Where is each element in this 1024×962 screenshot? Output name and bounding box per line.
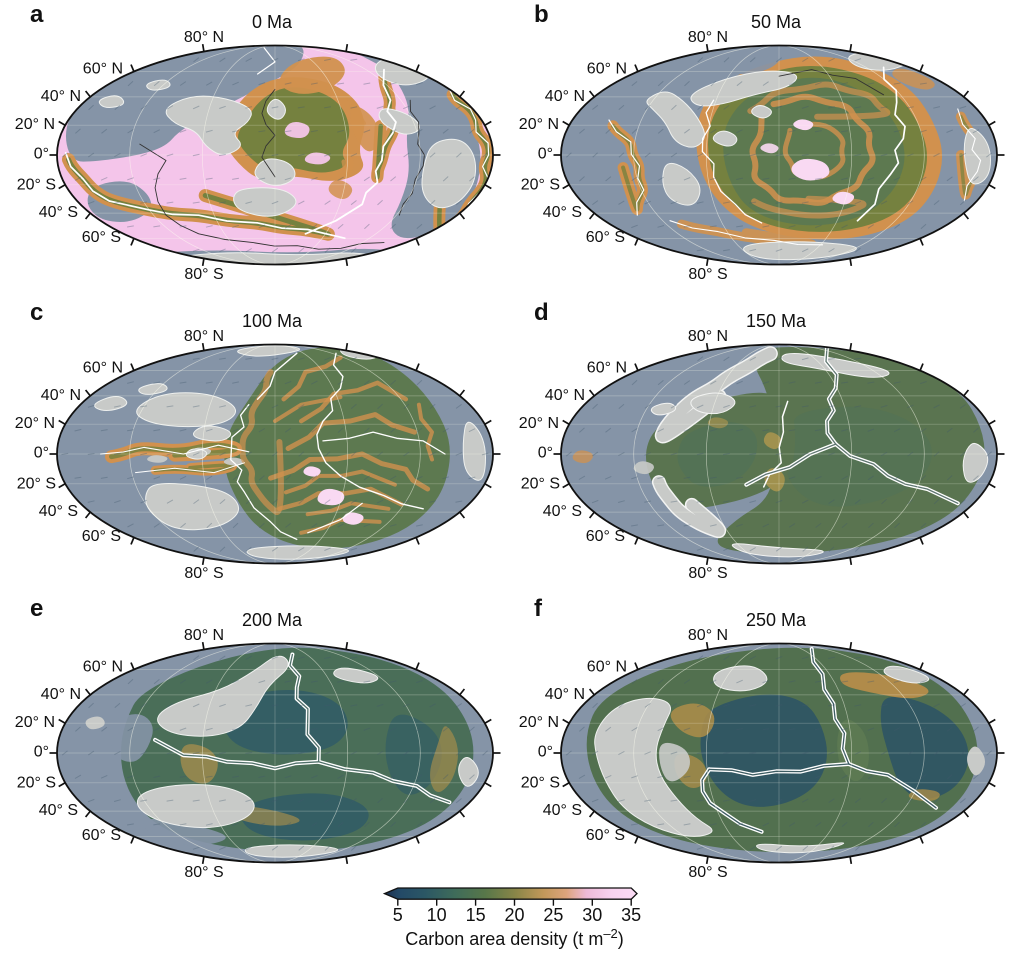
svg-text:60° S: 60° S bbox=[586, 827, 625, 844]
svg-text:40° N: 40° N bbox=[41, 387, 81, 404]
svg-text:60° N: 60° N bbox=[587, 659, 627, 676]
svg-text:80° S: 80° S bbox=[688, 565, 727, 582]
svg-text:40° N: 40° N bbox=[41, 686, 81, 703]
svg-text:5: 5 bbox=[393, 905, 403, 925]
svg-text:40° N: 40° N bbox=[545, 387, 585, 404]
svg-text:20° N: 20° N bbox=[15, 116, 55, 133]
svg-text:40° S: 40° S bbox=[39, 204, 78, 221]
svg-text:40° S: 40° S bbox=[543, 802, 582, 819]
svg-text:40° S: 40° S bbox=[543, 204, 582, 221]
svg-text:f: f bbox=[534, 595, 543, 622]
svg-text:20° N: 20° N bbox=[519, 415, 559, 432]
svg-text:80° S: 80° S bbox=[688, 266, 727, 283]
svg-text:b: b bbox=[534, 1, 549, 28]
svg-text:20° N: 20° N bbox=[519, 116, 559, 133]
svg-text:0°: 0° bbox=[34, 146, 49, 163]
svg-text:80° S: 80° S bbox=[184, 565, 223, 582]
svg-text:60° S: 60° S bbox=[586, 528, 625, 545]
svg-text:50 Ma: 50 Ma bbox=[751, 12, 802, 32]
svg-text:0°: 0° bbox=[34, 744, 49, 761]
svg-text:20° N: 20° N bbox=[15, 714, 55, 731]
svg-text:40° N: 40° N bbox=[545, 686, 585, 703]
svg-text:20° S: 20° S bbox=[17, 476, 56, 493]
svg-text:15: 15 bbox=[466, 905, 486, 925]
svg-text:a: a bbox=[30, 1, 44, 28]
svg-text:60° S: 60° S bbox=[82, 528, 121, 545]
svg-text:20° N: 20° N bbox=[519, 714, 559, 731]
svg-text:80° S: 80° S bbox=[688, 864, 727, 881]
svg-text:80° S: 80° S bbox=[184, 266, 223, 283]
svg-text:20° S: 20° S bbox=[521, 177, 560, 194]
svg-text:30: 30 bbox=[582, 905, 602, 925]
svg-text:60° S: 60° S bbox=[82, 229, 121, 246]
svg-text:80° S: 80° S bbox=[184, 864, 223, 881]
svg-text:0°: 0° bbox=[34, 445, 49, 462]
svg-text:0°: 0° bbox=[538, 744, 553, 761]
svg-text:60° N: 60° N bbox=[587, 61, 627, 78]
svg-text:80° N: 80° N bbox=[184, 328, 224, 345]
svg-text:40° S: 40° S bbox=[39, 503, 78, 520]
svg-text:e: e bbox=[30, 595, 43, 622]
svg-text:20° N: 20° N bbox=[15, 415, 55, 432]
svg-text:40° N: 40° N bbox=[545, 88, 585, 105]
svg-text:35: 35 bbox=[621, 905, 641, 925]
svg-text:150 Ma: 150 Ma bbox=[746, 311, 807, 331]
svg-text:0°: 0° bbox=[538, 445, 553, 462]
svg-text:20° S: 20° S bbox=[521, 476, 560, 493]
svg-text:0°: 0° bbox=[538, 146, 553, 163]
svg-text:60° N: 60° N bbox=[83, 659, 123, 676]
svg-text:10: 10 bbox=[427, 905, 447, 925]
svg-text:80° N: 80° N bbox=[184, 29, 224, 46]
svg-text:20° S: 20° S bbox=[17, 177, 56, 194]
svg-text:250 Ma: 250 Ma bbox=[746, 610, 807, 630]
svg-text:60° N: 60° N bbox=[587, 360, 627, 377]
svg-text:d: d bbox=[534, 299, 549, 326]
svg-text:0 Ma: 0 Ma bbox=[252, 12, 293, 32]
svg-text:20° S: 20° S bbox=[521, 775, 560, 792]
svg-text:200 Ma: 200 Ma bbox=[242, 610, 303, 630]
svg-text:60° S: 60° S bbox=[82, 827, 121, 844]
svg-text:20: 20 bbox=[504, 905, 524, 925]
svg-text:25: 25 bbox=[543, 905, 563, 925]
svg-text:c: c bbox=[30, 299, 43, 326]
svg-text:40° N: 40° N bbox=[41, 88, 81, 105]
svg-text:80° N: 80° N bbox=[688, 29, 728, 46]
svg-text:40° S: 40° S bbox=[543, 503, 582, 520]
svg-text:80° N: 80° N bbox=[688, 328, 728, 345]
svg-text:Carbon area density (t m–2): Carbon area density (t m–2) bbox=[405, 926, 624, 950]
svg-text:60° N: 60° N bbox=[83, 360, 123, 377]
svg-text:40° S: 40° S bbox=[39, 802, 78, 819]
svg-text:100 Ma: 100 Ma bbox=[242, 311, 303, 331]
svg-text:60° S: 60° S bbox=[586, 229, 625, 246]
svg-text:80° N: 80° N bbox=[184, 627, 224, 644]
svg-text:80° N: 80° N bbox=[688, 627, 728, 644]
svg-text:20° S: 20° S bbox=[17, 775, 56, 792]
svg-text:60° N: 60° N bbox=[83, 61, 123, 78]
